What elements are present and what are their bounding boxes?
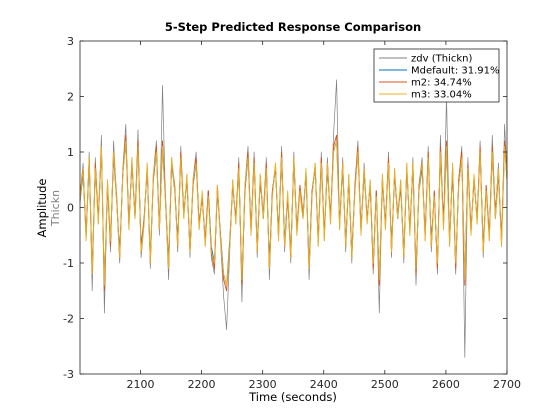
y-tick-label: -2 <box>63 313 74 326</box>
x-tick-label: 2200 <box>188 378 216 391</box>
y-axis: -3 -2 -1 0 1 2 3 <box>63 35 507 381</box>
x-tick-label: 2500 <box>371 378 399 391</box>
x-tick-label: 2300 <box>249 378 277 391</box>
x-tick-label: 2100 <box>126 378 154 391</box>
x-tick-label: 2400 <box>310 378 338 391</box>
legend-entry-mdefault: Mdefault: 31.91% <box>411 66 500 77</box>
x-tick-label: 2700 <box>493 378 521 391</box>
series-layer <box>79 79 508 358</box>
chart-title: 5-Step Predicted Response Comparison <box>165 20 421 34</box>
y-tick-label: -1 <box>63 257 74 270</box>
legend-entry-zdv: zdv (Thickn) <box>411 54 472 65</box>
y-axis-label: Amplitude <box>35 179 49 238</box>
legend-entry-m2: m2: 34.74% <box>411 78 472 89</box>
legend-entry-m3: m3: 33.04% <box>411 90 472 101</box>
x-axis-label: Time (seconds) <box>248 390 337 404</box>
y-tick-label: 1 <box>67 146 74 159</box>
x-tick-label: 2600 <box>432 378 460 391</box>
y-axis-sublabel: Thickn <box>49 190 62 227</box>
y-tick-label: 3 <box>67 35 74 48</box>
y-tick-label: 0 <box>67 202 74 215</box>
series-line-3 <box>79 140 508 286</box>
y-tick-label: 2 <box>67 91 74 104</box>
x-axis: 2100 2200 2300 2400 2500 2600 2700 <box>126 41 521 391</box>
y-tick-label: -3 <box>63 368 74 381</box>
legend: zdv (Thickn) Mdefault: 31.91% m2: 34.74%… <box>373 48 500 103</box>
